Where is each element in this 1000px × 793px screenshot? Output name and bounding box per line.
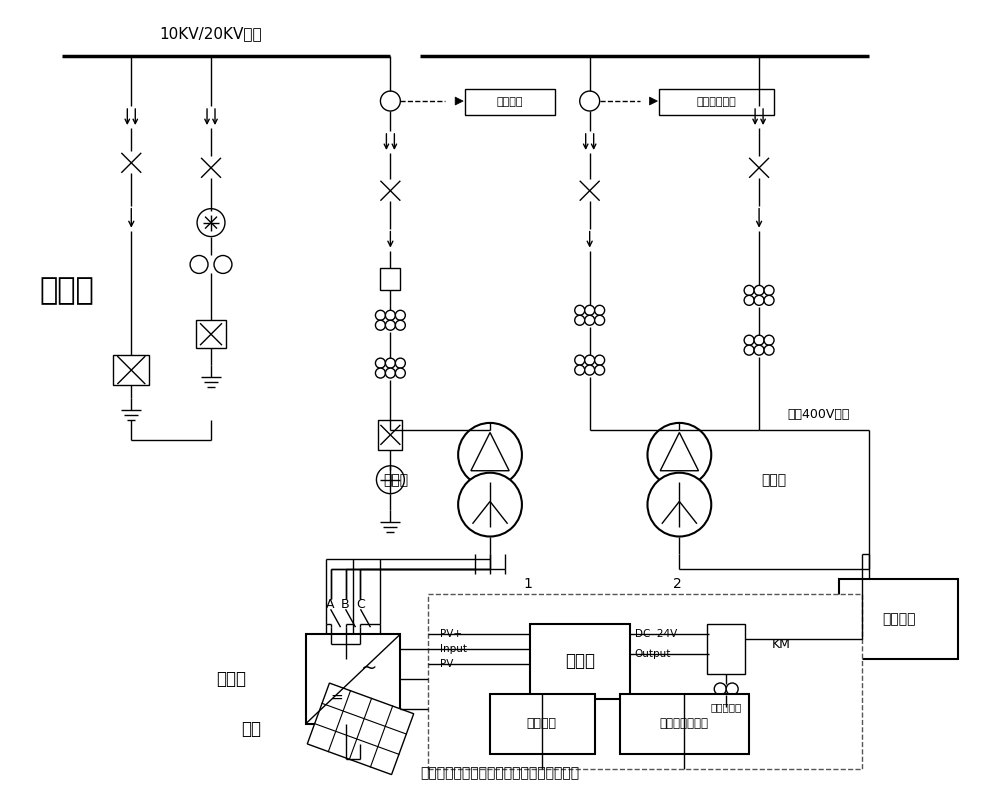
Text: 电源板: 电源板 <box>565 652 595 670</box>
Bar <box>530 624 630 699</box>
Circle shape <box>714 683 726 695</box>
Bar <box>620 694 749 753</box>
Text: 业主400V母线: 业主400V母线 <box>788 408 850 421</box>
Circle shape <box>376 465 404 494</box>
Circle shape <box>754 335 764 345</box>
Text: 光伏计量电表: 光伏计量电表 <box>696 97 736 107</box>
Circle shape <box>380 91 400 111</box>
Text: 变压器: 变压器 <box>383 473 408 487</box>
Text: 电网侧: 电网侧 <box>40 276 94 305</box>
Circle shape <box>197 209 225 236</box>
Text: PV+: PV+ <box>440 629 462 639</box>
Bar <box>306 634 400 724</box>
Text: DC  24V: DC 24V <box>635 629 677 639</box>
Circle shape <box>764 335 774 345</box>
Text: B: B <box>341 598 350 611</box>
Bar <box>307 683 414 775</box>
Circle shape <box>754 345 764 355</box>
Polygon shape <box>455 97 463 105</box>
Circle shape <box>595 305 605 316</box>
Text: 逆变器内部负载: 逆变器内部负载 <box>660 718 709 730</box>
Bar <box>659 89 774 115</box>
Circle shape <box>385 358 395 368</box>
Circle shape <box>744 285 754 295</box>
Circle shape <box>595 365 605 375</box>
Text: PV-: PV- <box>440 659 457 669</box>
Text: =: = <box>331 689 343 704</box>
Circle shape <box>764 285 774 295</box>
Circle shape <box>575 365 585 375</box>
Circle shape <box>395 310 405 320</box>
Text: Output: Output <box>635 649 671 659</box>
Bar <box>428 594 862 768</box>
Text: ~: ~ <box>361 659 377 678</box>
Circle shape <box>395 320 405 330</box>
Circle shape <box>375 310 385 320</box>
Circle shape <box>395 368 405 378</box>
Circle shape <box>385 368 395 378</box>
Bar <box>707 624 745 674</box>
Bar <box>196 320 226 348</box>
Circle shape <box>764 345 774 355</box>
Text: C: C <box>356 598 365 611</box>
Circle shape <box>575 316 585 325</box>
Circle shape <box>580 91 600 111</box>
Circle shape <box>744 295 754 305</box>
Circle shape <box>458 423 522 487</box>
Text: KM: KM <box>772 638 791 650</box>
Text: 计量电表: 计量电表 <box>497 97 523 107</box>
Bar <box>380 269 400 290</box>
Circle shape <box>647 423 711 487</box>
Text: 2: 2 <box>673 577 682 592</box>
Text: 其他负载: 其他负载 <box>527 718 557 730</box>
Circle shape <box>585 355 595 365</box>
Text: 逆变器: 逆变器 <box>216 670 246 688</box>
Circle shape <box>214 255 232 274</box>
Text: 组件: 组件 <box>241 720 261 737</box>
Polygon shape <box>649 97 657 105</box>
Bar <box>378 420 402 450</box>
Circle shape <box>764 295 774 305</box>
Circle shape <box>395 358 405 368</box>
Circle shape <box>190 255 208 274</box>
Circle shape <box>744 345 754 355</box>
Text: 供电变压器: 供电变压器 <box>711 702 742 712</box>
Bar <box>839 580 958 659</box>
Circle shape <box>575 355 585 365</box>
Circle shape <box>375 358 385 368</box>
Text: 变压器: 变压器 <box>761 473 787 487</box>
Circle shape <box>585 316 595 325</box>
Circle shape <box>647 473 711 537</box>
Bar <box>465 89 555 115</box>
Circle shape <box>726 683 738 695</box>
Bar <box>113 355 149 385</box>
Text: 用户负载: 用户负载 <box>882 612 915 626</box>
Circle shape <box>595 316 605 325</box>
Text: 光伏集中式逆变器夜间自耗电节能控制装置: 光伏集中式逆变器夜间自耗电节能控制装置 <box>420 767 580 780</box>
Circle shape <box>585 305 595 316</box>
Bar <box>490 694 595 753</box>
Circle shape <box>585 365 595 375</box>
Text: 1: 1 <box>523 577 532 592</box>
Circle shape <box>754 295 764 305</box>
Circle shape <box>744 335 754 345</box>
Circle shape <box>458 473 522 537</box>
Text: Input: Input <box>440 644 467 654</box>
Circle shape <box>385 310 395 320</box>
Circle shape <box>754 285 764 295</box>
Circle shape <box>385 320 395 330</box>
Circle shape <box>595 355 605 365</box>
Circle shape <box>375 320 385 330</box>
Circle shape <box>575 305 585 316</box>
Text: 10KV/20KV母线: 10KV/20KV母线 <box>160 26 262 40</box>
Text: A: A <box>326 598 335 611</box>
Circle shape <box>375 368 385 378</box>
